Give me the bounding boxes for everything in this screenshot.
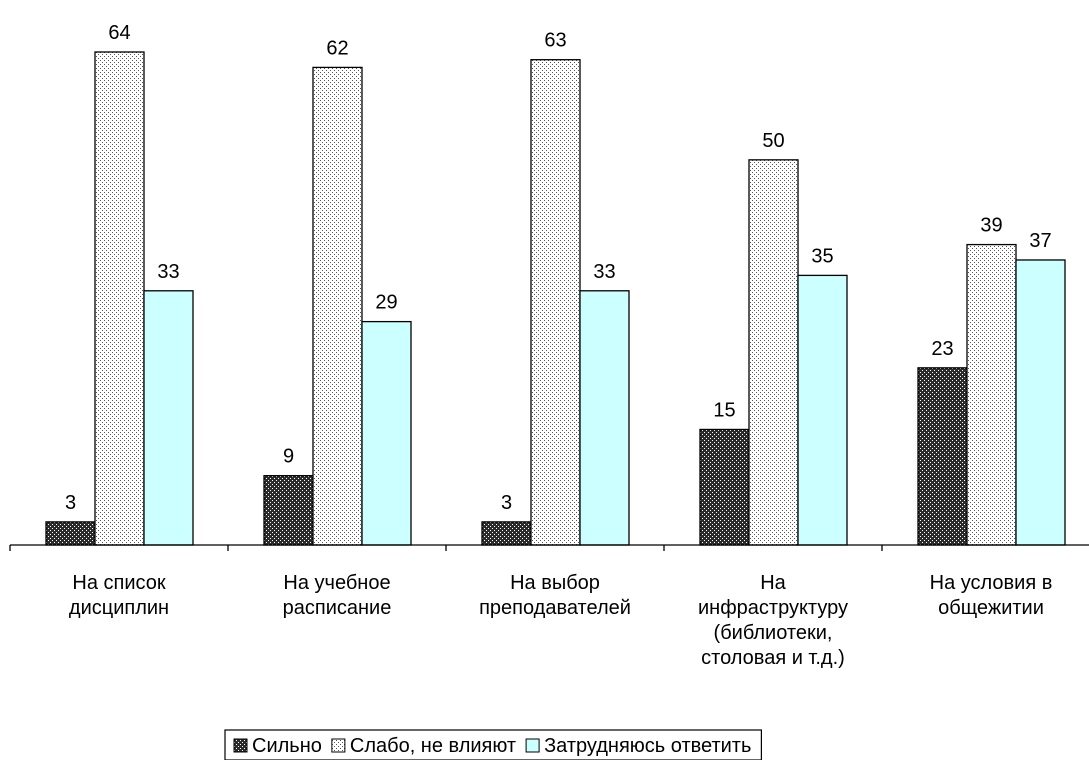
bar-2-4 — [748, 159, 799, 546]
data-label-3-4: 35 — [811, 245, 833, 267]
data-label-3-5: 37 — [1029, 230, 1051, 252]
data-label-2-3: 63 — [544, 30, 566, 52]
bar-2-1 — [94, 51, 145, 546]
bar-2-3 — [530, 59, 581, 546]
data-label-2-1: 64 — [108, 22, 130, 44]
bar-3-2 — [361, 320, 412, 546]
data-label-2-2: 62 — [326, 37, 348, 59]
data-label-3-1: 33 — [157, 261, 179, 283]
data-label-1-3: 3 — [501, 492, 512, 514]
x-tick-label-3: На выбор преподавателей — [479, 572, 631, 619]
data-label-2-5: 39 — [980, 215, 1002, 237]
legend-label-1: Сильно — [252, 735, 322, 757]
bar-3-3 — [579, 290, 630, 546]
bar-2-5 — [966, 243, 1017, 546]
x-tick-label-1: На список дисциплин — [69, 572, 169, 619]
bar-1-4 — [699, 428, 750, 546]
x-axis — [9, 544, 1089, 551]
bar-1-2 — [263, 475, 314, 546]
bar-3-1 — [143, 290, 194, 546]
data-label-1-1: 3 — [65, 492, 76, 514]
legend: Сильно Слабо, не влияют Затрудняюсь ответи… — [224, 729, 762, 760]
data-labels: 3 64 33 9 62 29 3 63 33 15 50 35 23 39 37 — [65, 22, 1052, 514]
legend-label-3: Затрудняюсь ответить — [544, 735, 751, 757]
legend-label-2: Слабо, не влияют — [350, 735, 516, 757]
data-label-3-2: 29 — [375, 292, 397, 314]
data-label-3-3: 33 — [593, 261, 615, 283]
x-tick-label-5: На условия в общежитии — [930, 572, 1053, 619]
x-tick-labels: На список дисциплин На учебное расписание На… — [69, 572, 1052, 669]
data-label-1-2: 9 — [283, 446, 294, 468]
bar-3-4 — [797, 274, 848, 546]
legend-swatch-2 — [331, 738, 346, 753]
x-tick-label-2: На учебное расписание — [283, 572, 392, 619]
bar-2-2 — [312, 66, 363, 546]
legend-swatch-3 — [525, 738, 540, 753]
bar-1-3 — [481, 521, 532, 546]
data-label-1-4: 15 — [713, 399, 735, 421]
data-label-1-5: 23 — [931, 338, 953, 360]
x-tick-label-4: На инфраструктуру (библиотеки, столовая и т… — [698, 572, 848, 669]
bar-1-1 — [45, 521, 96, 546]
data-label-2-4: 50 — [762, 130, 784, 152]
bars — [45, 51, 1066, 546]
bar-3-5 — [1015, 259, 1066, 546]
legend-frame — [224, 729, 762, 760]
bar-1-5 — [917, 367, 968, 546]
legend-swatch-1 — [233, 738, 248, 753]
